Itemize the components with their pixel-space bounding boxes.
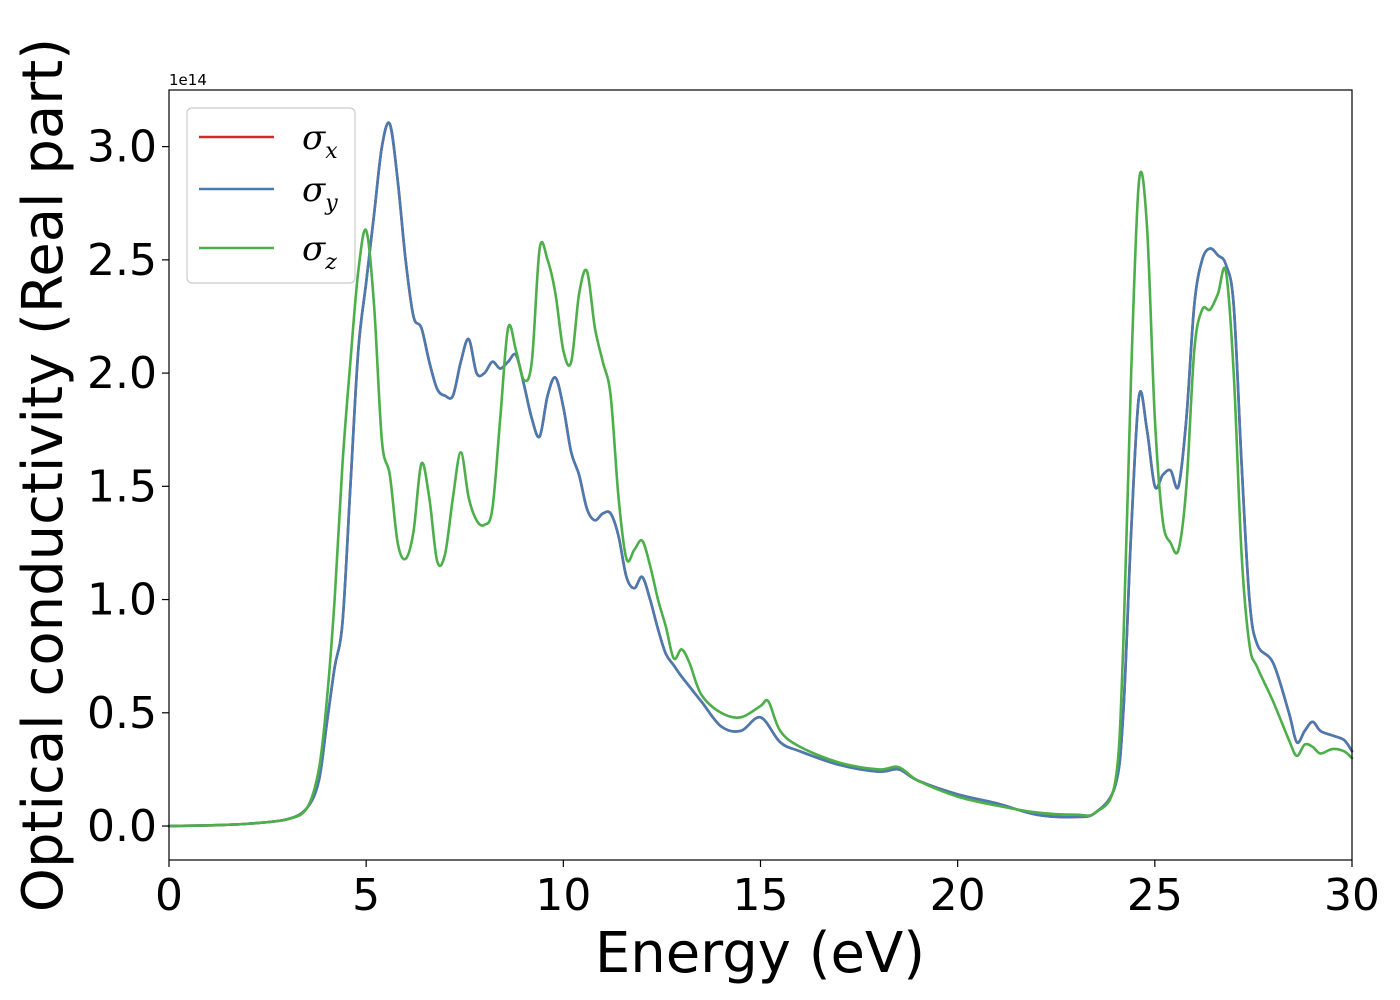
x-tick-label: 30 [1324, 870, 1380, 921]
x-tick-label: 10 [535, 870, 591, 921]
y-tick-label: 0.5 [87, 688, 157, 739]
y-tick-label: 2.5 [87, 235, 157, 286]
series-line-z [167, 170, 1354, 828]
y-tick-label: 3.0 [87, 122, 157, 173]
y-tick-label: 1.5 [87, 461, 157, 512]
x-tick-label: 15 [733, 870, 789, 921]
y-tick-label: 1.0 [87, 575, 157, 626]
legend-box [186, 107, 356, 284]
x-tick-label: 20 [930, 870, 986, 921]
x-axis-label: Energy (eV) [595, 921, 925, 986]
y-tick-label: 2.0 [87, 348, 157, 399]
x-axis-ticks: 0 5 10 15 20 25 30 [155, 860, 1380, 921]
x-tick-label: 25 [1127, 870, 1183, 921]
x-tick-label: 5 [352, 870, 380, 921]
plot-lines [167, 121, 1354, 828]
legend-label-z: σz [302, 229, 337, 275]
y-axis-label: Optical conductivity (Real part) [11, 38, 76, 912]
series-line-y [167, 121, 1354, 828]
y-axis-ticks: 0.0 0.5 1.0 1.5 2.0 2.5 3.0 [87, 122, 169, 852]
y-offset-label: 1e14 [169, 71, 207, 89]
x-tick-label: 0 [155, 870, 183, 921]
y-tick-label: 0.0 [87, 801, 157, 852]
